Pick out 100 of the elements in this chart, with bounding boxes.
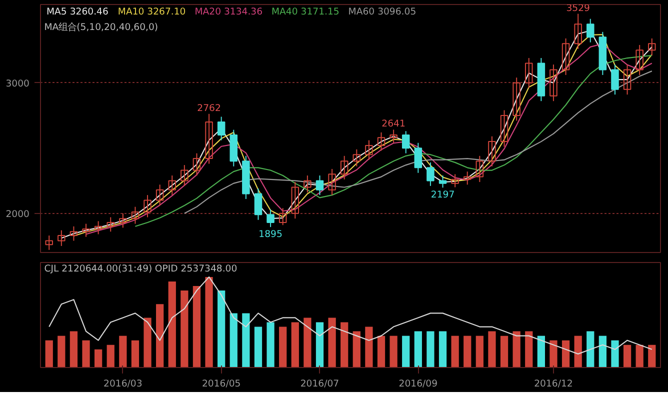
candlestick	[168, 174, 176, 196]
bar	[266, 322, 274, 368]
bar	[131, 340, 140, 368]
bar	[611, 340, 619, 368]
y-tick-label: 3000	[6, 78, 30, 90]
bar	[205, 276, 213, 368]
bar	[279, 326, 287, 368]
candlestick	[304, 174, 312, 193]
candlestick	[390, 129, 398, 144]
candlestick	[463, 171, 472, 186]
x-tick-label: 2016/03	[104, 378, 142, 390]
annotation: 1895	[258, 229, 282, 240]
bar	[45, 340, 53, 368]
bar	[451, 336, 459, 368]
bar	[106, 344, 114, 368]
bar	[119, 336, 127, 368]
text: MA60 3096.05	[348, 6, 416, 18]
candlestick	[106, 216, 114, 232]
bar	[550, 340, 558, 368]
candlestick	[574, 13, 582, 50]
candlestick	[340, 155, 348, 180]
candlestick	[278, 208, 287, 226]
candlestick	[365, 140, 373, 160]
text: MA5 3260.46	[46, 6, 108, 18]
bar	[156, 304, 164, 368]
candlestick	[82, 223, 90, 238]
y-tick-label: 2000	[6, 208, 30, 220]
candlestick	[524, 58, 533, 89]
x-tick-label: 2016/07	[300, 378, 340, 390]
bar	[218, 290, 226, 368]
candlestick	[192, 152, 201, 176]
bar	[328, 318, 336, 368]
annotation: 2197	[430, 190, 455, 201]
bar	[291, 322, 299, 368]
candlestick	[402, 130, 410, 154]
candlestick	[144, 194, 152, 218]
bar	[180, 290, 188, 368]
candlestick	[156, 184, 164, 206]
bar	[94, 349, 102, 368]
candlestick	[119, 212, 127, 228]
bar	[254, 326, 262, 368]
bar	[623, 344, 632, 368]
candlestick	[500, 110, 508, 148]
bar	[82, 340, 90, 368]
candlestick	[131, 206, 140, 224]
bar	[377, 336, 386, 368]
bar	[537, 336, 545, 368]
candlestick	[512, 77, 520, 122]
candlestick	[205, 113, 213, 164]
bar	[586, 331, 594, 368]
bar	[488, 331, 496, 368]
candlestick	[70, 226, 78, 242]
bar	[340, 322, 348, 368]
bar	[316, 322, 324, 368]
candlestick	[328, 168, 336, 196]
bar	[636, 344, 644, 368]
text: MA20 3134.36	[194, 6, 263, 18]
bar	[574, 336, 582, 368]
bar	[70, 331, 78, 368]
candlestick	[488, 136, 496, 167]
bar	[192, 286, 201, 368]
text: OPID 2537348.00	[154, 263, 238, 274]
bar	[464, 336, 472, 368]
bar	[525, 331, 533, 368]
candlestick	[180, 164, 188, 186]
bar	[304, 318, 312, 368]
bar	[500, 336, 508, 368]
candlestick	[438, 174, 447, 188]
candlestick	[648, 38, 656, 56]
text: MA40 3171.15	[272, 6, 340, 18]
bar	[230, 313, 238, 368]
candlestick	[451, 174, 459, 188]
bar	[512, 331, 520, 368]
x-tick-label: 2016/09	[398, 378, 438, 390]
candlestick	[623, 64, 632, 96]
candlestick	[316, 174, 324, 196]
x-tick-label: 2016/05	[202, 378, 241, 390]
candlestick	[45, 235, 53, 250]
candlestick	[217, 116, 226, 141]
bar	[390, 336, 398, 368]
candlestick	[426, 162, 434, 186]
candlestick	[550, 64, 558, 102]
text: CJL 2120644.00(31:49)	[44, 263, 152, 274]
annotation: MA组合(5,10,20,40,60,0)	[44, 22, 158, 33]
candlestick	[611, 64, 619, 96]
candlestick	[476, 155, 484, 183]
candlestick	[266, 208, 274, 228]
bar	[168, 282, 176, 368]
candlestick	[291, 182, 300, 220]
bar	[426, 331, 434, 368]
bar	[598, 336, 606, 368]
bar	[438, 331, 447, 368]
bar	[414, 331, 422, 368]
candlestick	[58, 230, 66, 246]
candlestick	[377, 132, 386, 152]
bar	[402, 336, 410, 368]
bar	[58, 336, 66, 368]
bar	[648, 344, 656, 368]
candlestick	[352, 148, 361, 167]
x-tick-label: 2016/12	[534, 378, 573, 390]
